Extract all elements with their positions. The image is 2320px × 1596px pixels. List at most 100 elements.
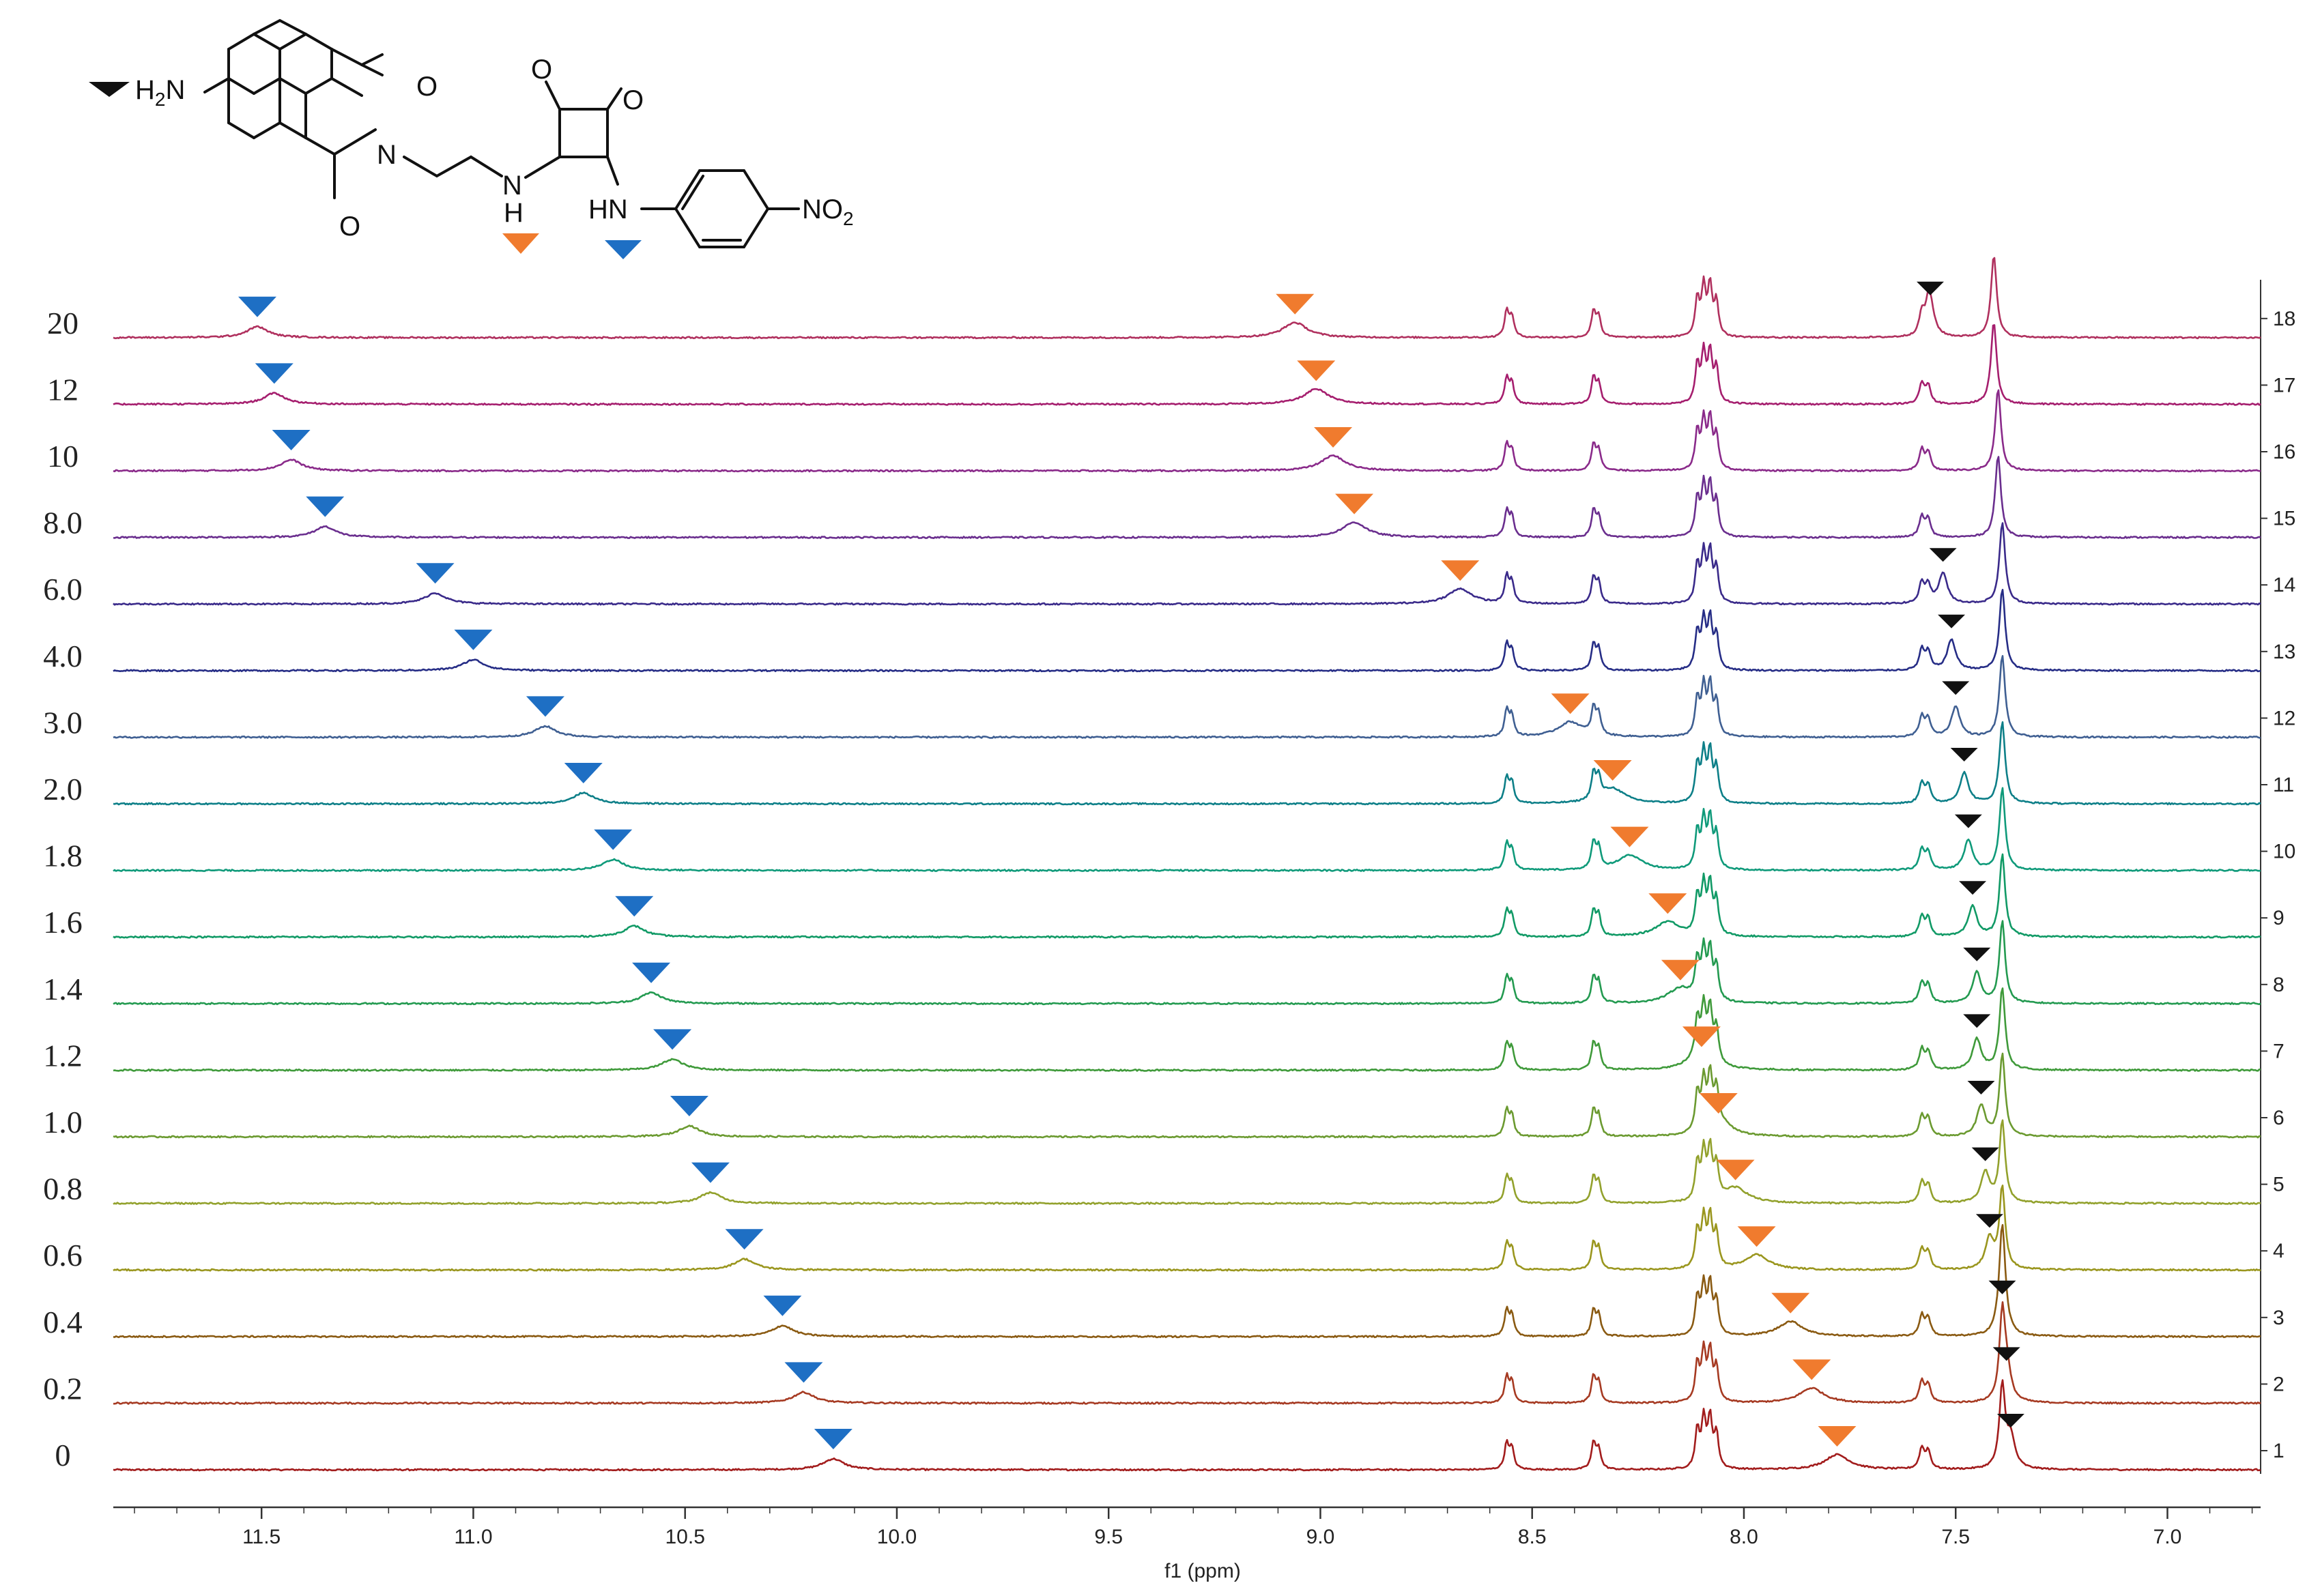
amine-marker-legend bbox=[89, 82, 130, 97]
peak-marker bbox=[1792, 1359, 1831, 1380]
ring-bond bbox=[278, 77, 307, 95]
ring-bond bbox=[330, 48, 363, 66]
peak-marker bbox=[526, 696, 564, 717]
ring-bond bbox=[253, 33, 281, 50]
peak-marker bbox=[1967, 1081, 1995, 1094]
peak-marker bbox=[725, 1229, 764, 1250]
aryl-double bbox=[681, 175, 704, 210]
nitrophenyl-ring bbox=[674, 169, 770, 248]
peak-marker bbox=[1716, 1159, 1755, 1180]
ring-bond bbox=[330, 77, 363, 97]
h2n-label: H2N bbox=[135, 75, 185, 110]
ring-bond bbox=[304, 136, 336, 156]
squaramide-co bbox=[545, 81, 561, 111]
peak-marker bbox=[1682, 1026, 1721, 1047]
spectrum-index-label: 2 bbox=[2273, 1373, 2285, 1395]
x-tick-label: 9.0 bbox=[1306, 1526, 1335, 1548]
spectrum-1 bbox=[113, 1379, 2261, 1472]
x-tick-label: 8.5 bbox=[1518, 1526, 1547, 1548]
peak-marker bbox=[691, 1162, 730, 1183]
imide-n: N bbox=[377, 140, 397, 170]
spectrum-index-label: 12 bbox=[2273, 707, 2295, 729]
equivalents-label: 1.2 bbox=[43, 1038, 83, 1073]
peak-marker bbox=[564, 763, 603, 783]
peak-marker bbox=[615, 896, 654, 917]
ring-bond bbox=[253, 77, 281, 95]
peak-marker bbox=[670, 1096, 708, 1116]
peak-marker bbox=[1441, 560, 1480, 581]
peak-marker bbox=[1737, 1226, 1776, 1247]
peak-marker bbox=[1954, 814, 1982, 828]
spectrum-18 bbox=[113, 257, 2261, 340]
hn2-label: HN bbox=[588, 194, 628, 224]
spectrum-5 bbox=[113, 1119, 2261, 1205]
squaramide-co bbox=[606, 87, 622, 111]
nh-sq-marker-legend bbox=[605, 240, 642, 259]
equivalent-labels: 0 1 0.2 2 0.4 3 0.6 4 0.8 5 1.0 6 1.2 7 1.4 8 1.6 9 1.8 10 2… bbox=[43, 306, 2295, 1472]
x-tick-label: 10.0 bbox=[877, 1526, 917, 1548]
equivalents-label: 1.6 bbox=[43, 905, 83, 940]
equivalents-label: 0.2 bbox=[43, 1371, 83, 1406]
spectrum-11 bbox=[113, 721, 2261, 806]
spectrum-index-label: 3 bbox=[2273, 1307, 2285, 1329]
equivalents-label: 4.0 bbox=[43, 639, 83, 673]
peak-marker bbox=[255, 363, 293, 384]
peak-marker bbox=[454, 629, 493, 650]
peak-marker bbox=[1699, 1093, 1738, 1114]
peak-marker bbox=[1929, 548, 1957, 562]
spectrum-index-label: 8 bbox=[2273, 974, 2285, 996]
equivalents-label: 12 bbox=[47, 372, 78, 407]
squaramide-o-left: O bbox=[531, 55, 552, 85]
equivalents-label: 0.8 bbox=[43, 1172, 83, 1206]
ring-bond bbox=[227, 121, 255, 139]
x-tick-label: 7.5 bbox=[1941, 1526, 1970, 1548]
squaramide-nh-bond bbox=[606, 156, 619, 186]
peak-marker bbox=[1818, 1426, 1857, 1447]
equivalents-label: 20 bbox=[47, 306, 78, 340]
equivalents-label: 10 bbox=[47, 439, 78, 474]
ring-bond bbox=[278, 33, 307, 50]
peak-marker bbox=[814, 1429, 853, 1449]
spectrum-index-label: 5 bbox=[2273, 1174, 2285, 1196]
carbonyl-o-bottom: O bbox=[339, 212, 360, 242]
equivalents-label: 0.4 bbox=[43, 1305, 83, 1339]
ring-bond bbox=[278, 121, 307, 139]
spectrum-index-label: 7 bbox=[2273, 1040, 2285, 1062]
peak-marker bbox=[1996, 1414, 2024, 1427]
equivalents-label: 6.0 bbox=[43, 572, 83, 607]
spectrum-17 bbox=[113, 324, 2261, 406]
peak-marker bbox=[1593, 760, 1632, 781]
carbonyl-o-top: O bbox=[416, 72, 438, 102]
peak-marker bbox=[1297, 360, 1336, 381]
spectrum-6 bbox=[113, 1052, 2261, 1139]
peak-marker bbox=[1963, 1014, 1991, 1028]
peak-marker bbox=[1988, 1280, 2016, 1294]
peak-marker bbox=[1938, 614, 1966, 628]
ring-bond bbox=[360, 63, 384, 76]
spectrum-13 bbox=[113, 589, 2261, 673]
spectrum-index-label: 14 bbox=[2273, 574, 2295, 596]
ring-bond bbox=[304, 33, 333, 50]
peak-marker bbox=[653, 1029, 692, 1050]
molecule-structure: H2N O O N N H O O bbox=[89, 18, 854, 259]
ring-bond bbox=[360, 53, 384, 66]
peak-marker bbox=[1992, 1347, 2020, 1361]
peak-markers bbox=[238, 281, 2024, 1449]
spectrum-12 bbox=[113, 655, 2261, 739]
ring-bond bbox=[304, 77, 333, 95]
equivalents-label: 1.0 bbox=[43, 1105, 83, 1140]
equivalents-label: 3.0 bbox=[43, 705, 83, 740]
spectrum-14 bbox=[113, 522, 2261, 606]
spectrum-index-label: 18 bbox=[2273, 308, 2295, 330]
spectrum-16 bbox=[113, 389, 2261, 473]
spectrum-9 bbox=[113, 853, 2261, 939]
spectrum-index-label: 10 bbox=[2273, 841, 2295, 863]
spectrum-index-label: 6 bbox=[2273, 1107, 2285, 1129]
nh1-n: N bbox=[502, 171, 522, 201]
peak-marker bbox=[1959, 881, 1987, 895]
equivalents-label: 0.6 bbox=[43, 1238, 83, 1273]
peak-marker bbox=[1610, 826, 1649, 847]
x-tick-label: 9.5 bbox=[1094, 1526, 1123, 1548]
spectrum-index-label: 17 bbox=[2273, 374, 2295, 396]
peak-marker bbox=[1314, 427, 1353, 448]
